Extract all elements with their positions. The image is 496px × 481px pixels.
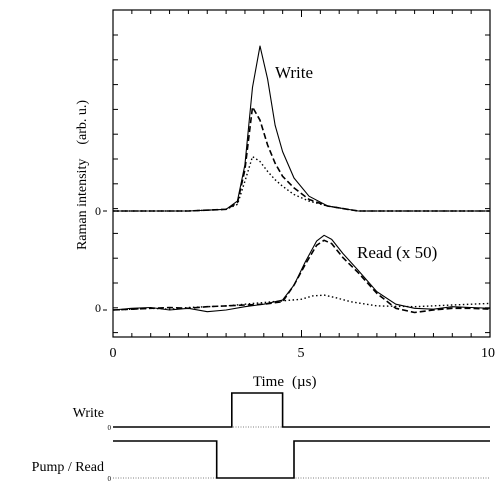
series-line-panel0-dashed	[113, 106, 490, 212]
x-axis-label: Time	[253, 374, 284, 390]
series-line-panel0-dotted	[113, 155, 490, 212]
data-curves	[112, 45, 491, 314]
write-annotation: Write	[275, 63, 313, 82]
axis-ticks	[103, 10, 491, 337]
pulse-sequence	[113, 392, 490, 479]
y-axis-title: Raman intensity (arb. u.)	[75, 100, 90, 250]
pulse-zero-label-pump-read: 0	[108, 475, 112, 481]
y-zero-label-write: 0	[95, 204, 101, 218]
y-axis-label: Raman intensity	[75, 159, 90, 250]
x-tick-label-10: 10	[481, 346, 495, 361]
y-zero-label-read: 0	[95, 301, 101, 315]
pulse-trace-1	[113, 440, 490, 479]
x-tick-label-5: 5	[298, 346, 305, 361]
y-axis-unit: (arb. u.)	[75, 100, 90, 145]
pulse-label-pump-read: Pump / Read	[32, 460, 104, 475]
series-line-panel1-dotted	[112, 294, 491, 311]
pulse-zero-label-write: 0	[108, 424, 112, 432]
read-annotation: Read (x 50)	[357, 243, 437, 262]
plot-frame	[112, 9, 491, 338]
pulse-trace-0	[113, 392, 490, 428]
x-axis-unit: (µs)	[292, 374, 316, 390]
x-tick-label-0: 0	[110, 346, 117, 361]
pulse-label-write: Write	[73, 406, 104, 421]
